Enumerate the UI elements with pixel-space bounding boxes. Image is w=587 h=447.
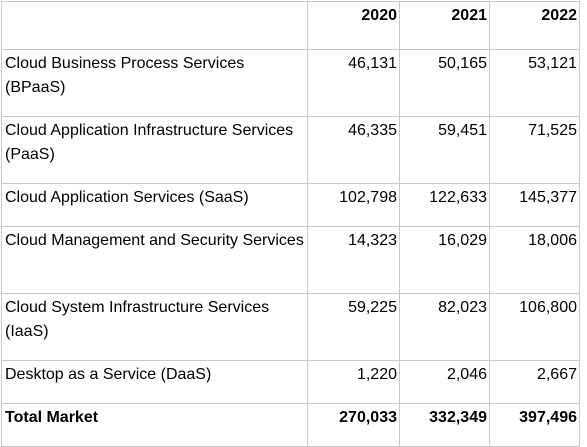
cell-2022: 2,667 bbox=[489, 360, 580, 404]
cell-2020: 1,220 bbox=[307, 360, 400, 404]
header-2022: 2022 bbox=[489, 1, 580, 50]
cell-2022: 53,121 bbox=[489, 49, 580, 117]
table-row: Cloud Management and Security Services 1… bbox=[1, 226, 580, 294]
cell-2022: 18,006 bbox=[489, 226, 580, 294]
row-label: Desktop as a Service (DaaS) bbox=[1, 360, 308, 404]
row-label: Cloud Application Services (SaaS) bbox=[1, 183, 308, 227]
table-row: Cloud System Infrastructure Services (Ia… bbox=[1, 293, 580, 361]
table-row: Cloud Business Process Services (BPaaS) … bbox=[1, 49, 580, 117]
cell-2022: 106,800 bbox=[489, 293, 580, 361]
cell-2021: 59,451 bbox=[399, 116, 490, 184]
total-2020: 270,033 bbox=[307, 403, 400, 447]
header-empty-cell bbox=[1, 1, 308, 50]
cell-2022: 145,377 bbox=[489, 183, 580, 227]
cell-2021: 82,023 bbox=[399, 293, 490, 361]
row-label: Cloud Management and Security Services bbox=[1, 226, 308, 294]
table-row: Desktop as a Service (DaaS) 1,220 2,046 … bbox=[1, 360, 580, 404]
table-row: Cloud Application Infrastructure Service… bbox=[1, 116, 580, 184]
total-2021: 332,349 bbox=[399, 403, 490, 447]
cell-2021: 2,046 bbox=[399, 360, 490, 404]
row-label: Cloud Application Infrastructure Service… bbox=[1, 116, 308, 184]
cell-2020: 102,798 bbox=[307, 183, 400, 227]
row-label: Cloud System Infrastructure Services (Ia… bbox=[1, 293, 308, 361]
cell-2022: 71,525 bbox=[489, 116, 580, 184]
total-2022: 397,496 bbox=[489, 403, 580, 447]
cell-2021: 16,029 bbox=[399, 226, 490, 294]
cell-2020: 59,225 bbox=[307, 293, 400, 361]
cell-2020: 46,131 bbox=[307, 49, 400, 117]
total-row: Total Market 270,033 332,349 397,496 bbox=[1, 403, 580, 447]
cell-2020: 14,323 bbox=[307, 226, 400, 294]
cell-2020: 46,335 bbox=[307, 116, 400, 184]
header-2021: 2021 bbox=[399, 1, 490, 50]
header-row: 2020 2021 2022 bbox=[1, 1, 580, 50]
cell-2021: 122,633 bbox=[399, 183, 490, 227]
total-label: Total Market bbox=[1, 403, 308, 447]
table-row: Cloud Application Services (SaaS) 102,79… bbox=[1, 183, 580, 227]
row-label: Cloud Business Process Services (BPaaS) bbox=[1, 49, 308, 117]
cell-2021: 50,165 bbox=[399, 49, 490, 117]
header-2020: 2020 bbox=[307, 1, 400, 50]
